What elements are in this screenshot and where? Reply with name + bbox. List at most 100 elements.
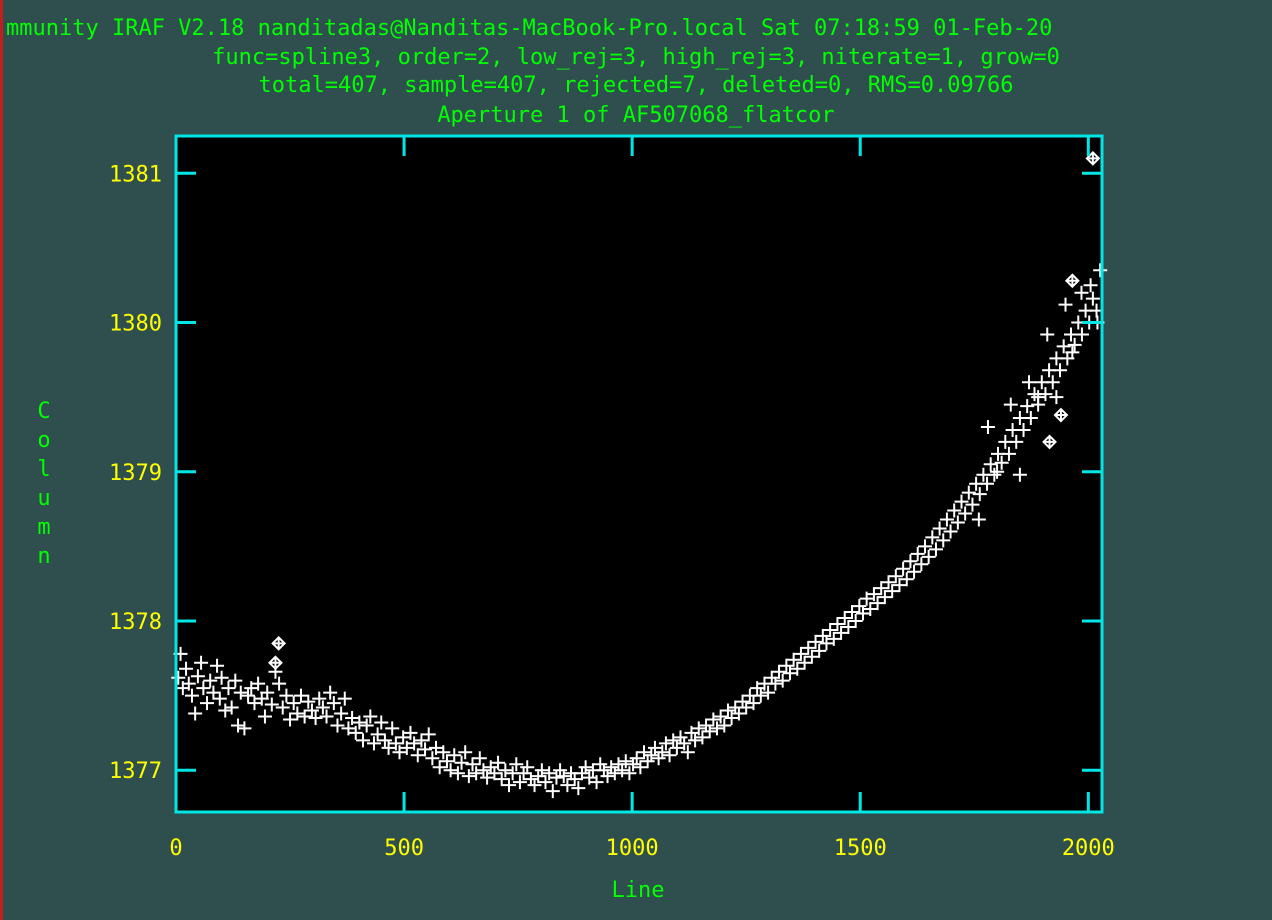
data-point — [720, 703, 735, 718]
data-point — [1067, 337, 1082, 352]
data-point — [866, 587, 881, 602]
data-point — [713, 709, 728, 724]
data-point — [706, 712, 721, 727]
data-point — [381, 740, 396, 755]
data-point — [560, 778, 575, 793]
data-point — [615, 763, 630, 778]
data-point — [308, 710, 323, 725]
data-point — [965, 497, 980, 512]
data-point — [888, 569, 903, 584]
data-point — [947, 503, 962, 518]
data-point — [359, 718, 374, 733]
data-point — [228, 673, 243, 688]
data-point — [677, 736, 692, 751]
data-point — [221, 681, 236, 696]
data-point — [980, 476, 995, 491]
x-tick-label: 0 — [169, 836, 182, 861]
data-point — [312, 691, 327, 706]
data-point — [943, 524, 958, 539]
data-point — [260, 685, 275, 700]
data-point — [251, 676, 266, 691]
data-point — [936, 533, 951, 548]
data-point — [323, 685, 338, 700]
data-point — [206, 685, 221, 700]
data-point — [983, 457, 998, 472]
y-axis-label-char: l — [37, 457, 50, 482]
data-point — [823, 622, 838, 637]
data-point — [724, 710, 739, 725]
data-point — [432, 760, 447, 775]
data-point — [567, 772, 582, 787]
data-point — [443, 763, 458, 778]
data-point — [779, 658, 794, 673]
data-point — [761, 685, 776, 700]
window-left-border — [0, 0, 3, 920]
data-point — [899, 572, 914, 587]
data-point — [574, 766, 589, 781]
data-point — [200, 696, 215, 711]
data-point — [939, 512, 954, 527]
data-point — [972, 487, 987, 502]
y-axis-label-char: u — [37, 486, 50, 511]
y-tick-label: 1377 — [109, 759, 162, 784]
data-point — [247, 696, 262, 711]
data-point — [764, 670, 779, 685]
data-point — [237, 721, 252, 736]
data-point — [830, 616, 845, 631]
data-point — [684, 725, 699, 740]
data-point — [257, 709, 272, 724]
data-point — [330, 718, 345, 733]
data-point — [334, 706, 349, 721]
data-point — [337, 691, 352, 706]
data-point — [297, 709, 312, 724]
data-point — [961, 485, 976, 500]
tick-labels: 0 500 1000 1500 2000 1377 1378 1379 1380 1381 — [109, 162, 1115, 861]
data-point — [1003, 397, 1018, 412]
data-point — [184, 688, 199, 703]
data-point — [410, 748, 425, 763]
y-tick-label: 1381 — [109, 162, 162, 187]
data-point — [476, 763, 491, 778]
fit-parameters: func=spline3, order=2, low_rej=3, high_r… — [212, 45, 1060, 70]
data-point — [640, 754, 655, 769]
data-point — [859, 591, 874, 606]
data-point — [315, 700, 330, 715]
data-point — [907, 564, 922, 579]
y-tick-label: 1378 — [109, 610, 162, 635]
data-point — [194, 655, 209, 670]
data-point — [1031, 390, 1046, 405]
data-point — [472, 751, 487, 766]
data-point — [633, 760, 648, 775]
data-point — [571, 781, 586, 796]
data-point — [480, 770, 495, 785]
data-point — [658, 736, 673, 751]
data-point — [735, 694, 750, 709]
rejected-point — [1053, 407, 1069, 423]
data-point — [224, 700, 239, 715]
rejected-point — [268, 655, 283, 671]
data-point — [746, 696, 761, 711]
data-point — [819, 636, 834, 651]
data-point — [388, 736, 403, 751]
data-point — [421, 727, 436, 742]
y-tick-label: 1380 — [109, 312, 162, 337]
data-point — [491, 755, 506, 770]
data-point — [450, 766, 465, 781]
y-axis-label-char: m — [37, 515, 50, 540]
data-point — [841, 619, 856, 634]
data-point — [190, 669, 205, 684]
data-point — [702, 724, 717, 739]
data-point — [848, 613, 863, 628]
data-point — [1009, 434, 1024, 449]
data-point — [812, 643, 827, 658]
axis-ticks — [174, 136, 1102, 812]
data-point — [509, 757, 524, 772]
data-point — [233, 685, 248, 700]
data-point — [885, 584, 900, 599]
data-point — [319, 709, 334, 724]
data-point — [837, 611, 852, 626]
data-point — [377, 733, 392, 748]
data-point — [538, 775, 553, 790]
